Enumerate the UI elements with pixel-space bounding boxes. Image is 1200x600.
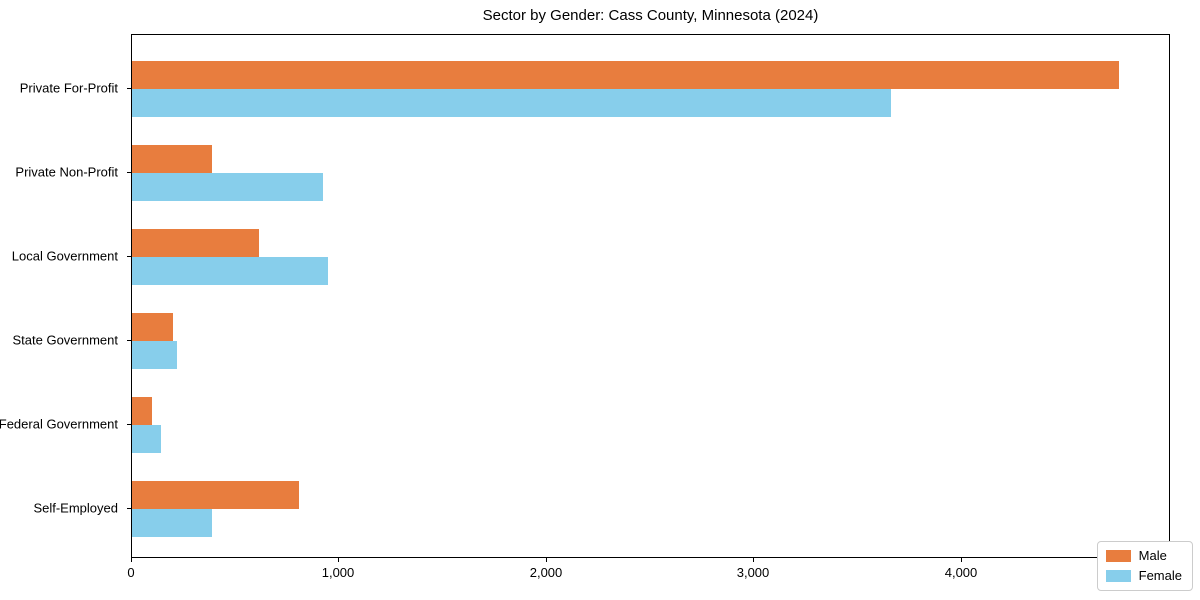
legend-label-male: Male (1138, 548, 1167, 563)
x-tick-mark (753, 558, 754, 562)
bar-female-4 (132, 341, 177, 369)
y-tick-mark (127, 88, 131, 89)
bar-male-4 (132, 313, 173, 341)
y-tick-mark (127, 424, 131, 425)
bar-male-6 (132, 481, 299, 509)
male-swatch-icon (1105, 550, 1131, 562)
bar-male-1 (132, 61, 1119, 89)
bar-male-2 (132, 145, 212, 173)
x-tick-mark (338, 558, 339, 562)
y-tick-label: Private For-Profit (19, 80, 118, 96)
y-tick-mark (127, 172, 131, 173)
x-tick-label: 2,000 (529, 565, 563, 580)
x-tick-label: 4,000 (944, 565, 978, 580)
legend: Male Female (1096, 541, 1193, 591)
bar-female-2 (132, 173, 323, 201)
bar-female-5 (132, 425, 161, 453)
x-tick-label: 1,000 (321, 565, 355, 580)
female-swatch-icon (1105, 570, 1131, 582)
chart-title: Sector by Gender: Cass County, Minnesota… (482, 7, 819, 24)
legend-item-male: Male (1105, 548, 1182, 563)
bar-female-3 (132, 257, 328, 285)
legend-item-female: Female (1105, 568, 1182, 583)
y-tick-label: State Government (12, 332, 119, 348)
y-tick-mark (127, 256, 131, 257)
bar-female-6 (132, 509, 212, 537)
y-tick-label: Federal Government (0, 416, 118, 432)
bar-female-1 (132, 89, 891, 117)
x-tick-label: 0 (127, 565, 135, 580)
y-tick-label: Private Non-Profit (15, 164, 118, 180)
plot-area (131, 34, 1170, 558)
y-tick-mark (127, 508, 131, 509)
x-tick-mark (131, 558, 132, 562)
y-tick-label: Self-Employed (33, 500, 118, 516)
legend-label-female: Female (1138, 568, 1182, 583)
x-tick-mark (961, 558, 962, 562)
bar-male-3 (132, 229, 259, 257)
bar-male-5 (132, 397, 152, 425)
y-tick-mark (127, 340, 131, 341)
y-tick-label: Local Government (11, 248, 118, 264)
x-tick-mark (546, 558, 547, 562)
x-tick-label: 3,000 (736, 565, 770, 580)
